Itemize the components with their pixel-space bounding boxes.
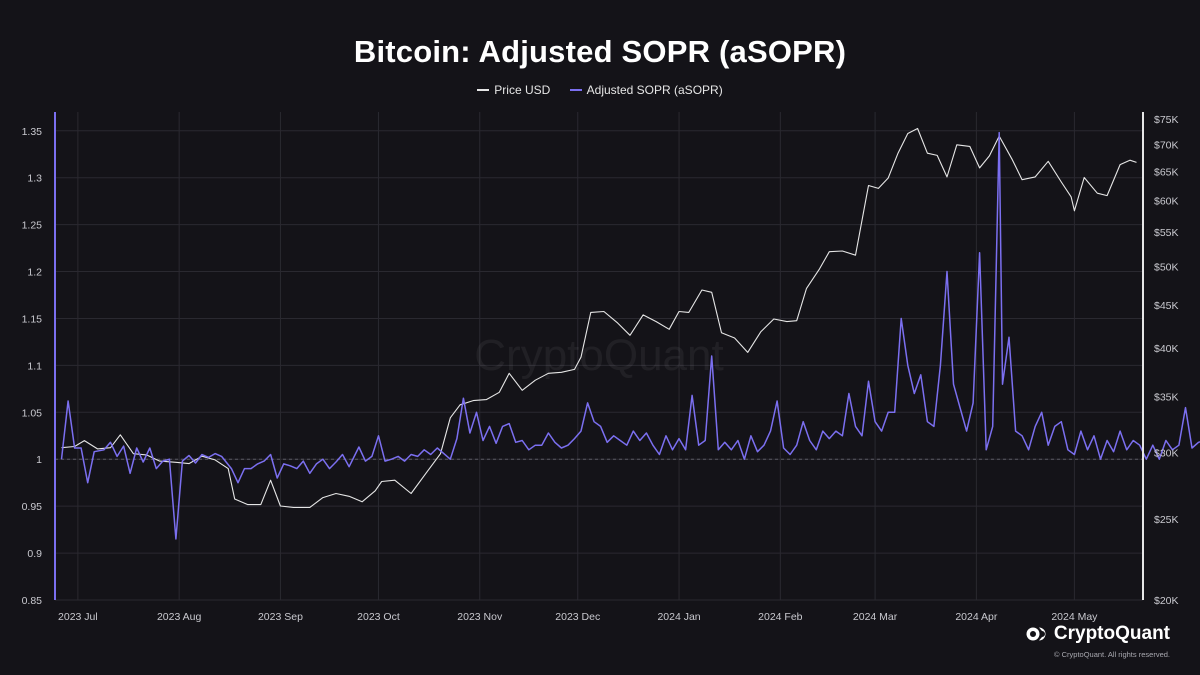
x-tick-label: 2023 Oct (357, 611, 400, 623)
y-right-tick-label: $45K (1154, 300, 1179, 312)
y-right-tick-label: $30K (1154, 448, 1179, 460)
series-line-asopr (60, 131, 1200, 540)
brand-name: CryptoQuant (1053, 623, 1170, 644)
x-tick-label: 2023 Jul (58, 611, 98, 623)
legend-label-price: Price USD (494, 83, 551, 97)
y-right-tick-label: $20K (1154, 595, 1179, 607)
y-left-tick-label: 1.3 (27, 173, 42, 185)
y-left-tick-label: 1 (36, 454, 42, 466)
x-tick-label: 2023 Aug (157, 611, 202, 623)
y-right-tick-label: $75K (1154, 114, 1179, 126)
legend-item-asopr[interactable]: Adjusted SOPR (aSOPR) (569, 83, 723, 97)
y-right-tick-label: $40K (1154, 343, 1179, 355)
x-tick-label: 2024 May (1051, 611, 1098, 623)
legend-item-price[interactable]: Price USD (477, 83, 550, 97)
y-left-tick-label: 1.35 (22, 126, 43, 138)
y-right-tick-label: $60K (1154, 195, 1179, 207)
axes-group (54, 112, 1144, 600)
y-left-tick-label: 1.1 (27, 360, 42, 372)
y-left-tick-label: 1.05 (22, 407, 43, 419)
y-left-tick-label: 1.2 (27, 267, 42, 279)
x-tick-label: 2024 Apr (955, 611, 998, 623)
chart-legend: Price USD Adjusted SOPR (aSOPR) (0, 80, 1200, 97)
y-left-tick-label: 0.95 (22, 501, 43, 513)
x-tick-label: 2023 Sep (258, 611, 303, 623)
y-left-tick-label: 1.25 (22, 220, 43, 232)
watermark-text: CryptoQuant (474, 331, 723, 380)
y-right-tick-label: $65K (1154, 166, 1179, 178)
legend-swatch-price (477, 89, 490, 91)
y-left-tick-label: 0.9 (27, 548, 42, 560)
y-right-tick-label: $25K (1154, 514, 1179, 526)
x-tick-label: 2024 Jan (657, 611, 700, 623)
y-right-tick-label: $50K (1154, 262, 1179, 274)
cryptoquant-logo-icon (1026, 627, 1046, 641)
series-line-price-usd (61, 127, 1137, 508)
y-right-tick-label: $55K (1154, 227, 1179, 239)
legend-swatch-asopr (569, 89, 582, 91)
x-tick-label: 2024 Feb (758, 611, 803, 623)
y-right-tick-label: $70K (1154, 139, 1179, 151)
y-left-tick-label: 1.15 (22, 313, 43, 325)
y-left-tick-label: 0.85 (22, 595, 43, 607)
copyright-text: © CryptoQuant. All rights reserved. (1054, 650, 1170, 659)
legend-label-asopr: Adjusted SOPR (aSOPR) (586, 83, 723, 97)
tick-labels: 0.85 0.9 0.95 1 1.05 1.1 1.15 1.2 1.25 1.3 1.35 202… (22, 114, 1179, 623)
x-tick-label: 2024 Mar (853, 611, 898, 623)
series-group (60, 127, 1200, 540)
x-tick-label: 2023 Dec (555, 611, 600, 623)
brand-logo: CryptoQuant (1026, 623, 1170, 645)
x-tick-label: 2023 Nov (457, 611, 503, 623)
y-right-tick-label: $35K (1154, 391, 1179, 403)
chart-title: Bitcoin: Adjusted SOPR (aSOPR) (353, 34, 847, 69)
